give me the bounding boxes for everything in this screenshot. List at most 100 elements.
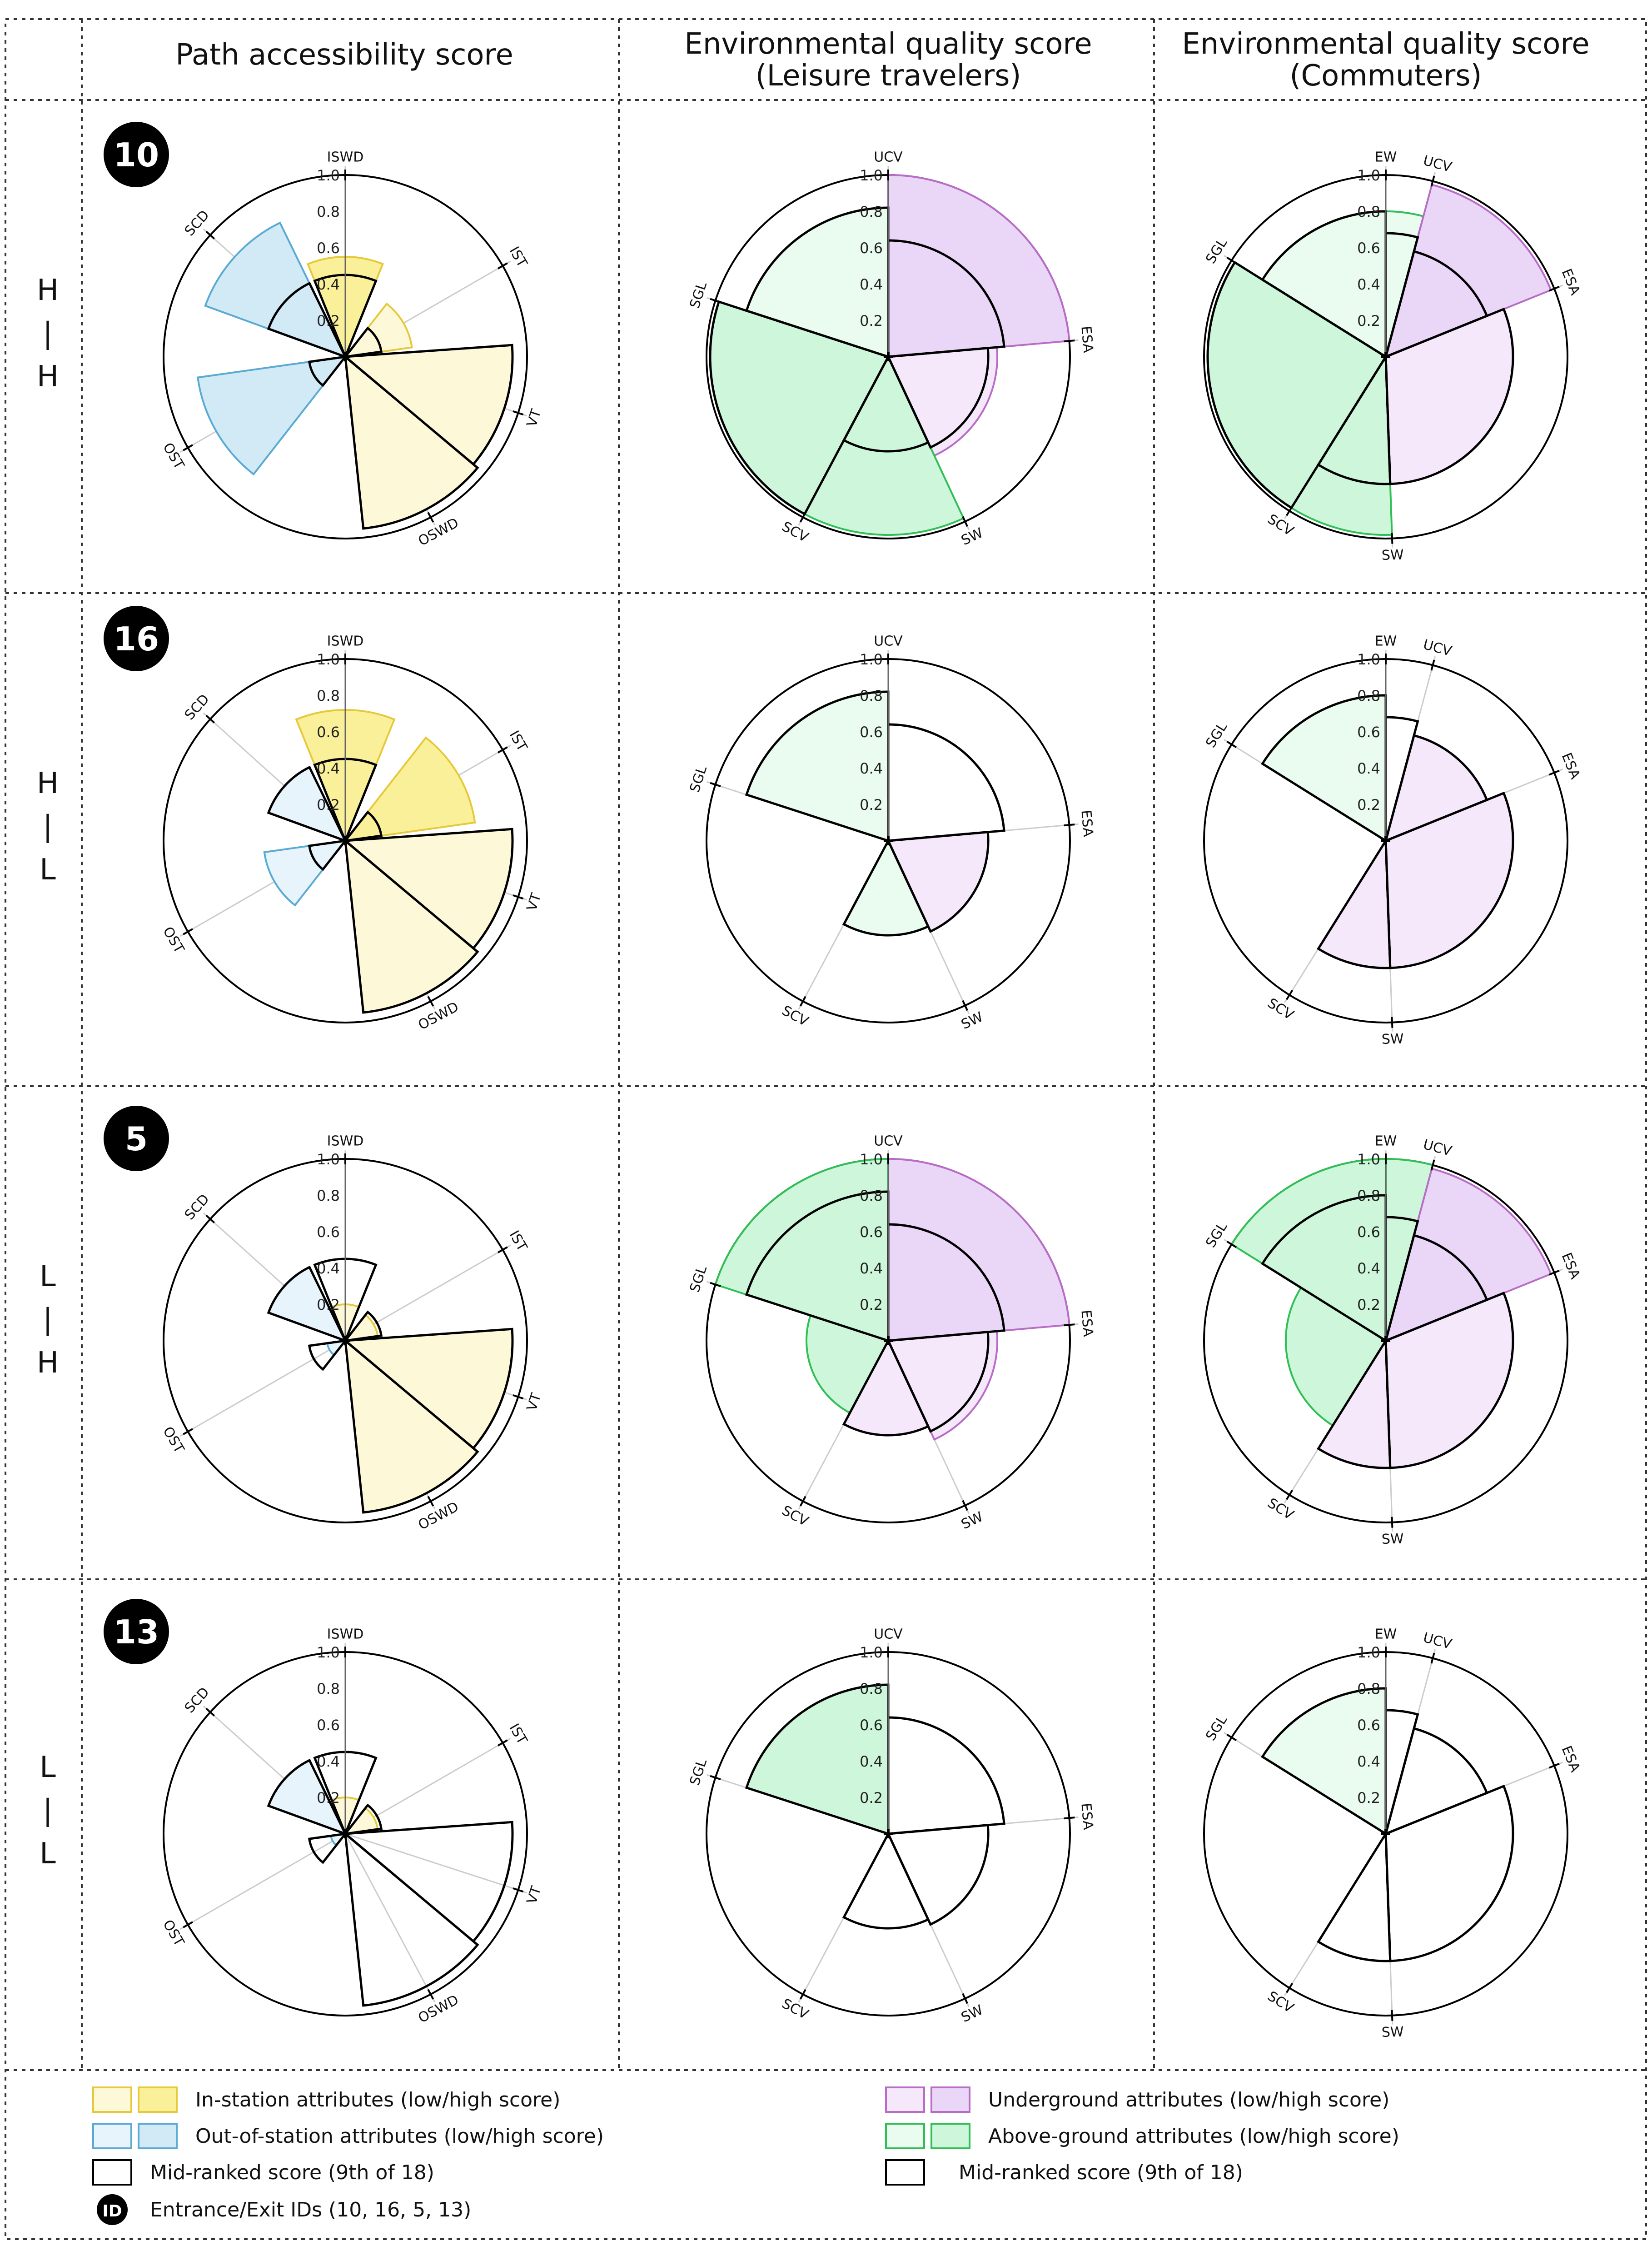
axis-tick-mark — [183, 1921, 193, 1928]
radial-tick-label: 0.4 — [1357, 760, 1380, 777]
mid-rank-wedge-scd — [267, 1758, 348, 1836]
score-wedge-ost — [263, 839, 348, 907]
axis-label-ost: OST — [159, 924, 187, 956]
mid-rank-wedge-sgl — [745, 1190, 890, 1343]
mid-rank-wedge-sw — [842, 1338, 930, 1437]
row-label-4: L | L — [40, 1751, 56, 1871]
axis-tick-mark — [1064, 339, 1075, 343]
mid-rank-wedge-esa — [886, 1331, 990, 1433]
axis-label-sw: SW — [1381, 1531, 1404, 1547]
entrance-id-badge — [104, 1106, 169, 1171]
radial-tick-label: 0.6 — [1357, 240, 1380, 257]
axis-tick-mark — [1286, 989, 1294, 1000]
radial-tick-label: 0.4 — [860, 760, 883, 777]
score-wedge-ist — [343, 302, 413, 358]
axis-label-ucv: UCV — [874, 1133, 903, 1149]
mid-rank-wedge-ucv — [1384, 734, 1488, 843]
center-marker — [341, 1829, 350, 1838]
mid-rank-wedge-ucv — [887, 239, 1005, 358]
axis-label-scd: SCD — [182, 1684, 213, 1716]
mid-rank-wedge-sgl — [1261, 210, 1387, 359]
polar-chart-13-commuters: 0.2 0.4 0.6 0.8 1.0 EW UCV ESA SW SCV SGL — [1203, 1627, 1583, 2041]
axis-label-sw: SW — [959, 1509, 985, 1532]
radial-tick-label: 1.0 — [1357, 167, 1380, 184]
radial-tick-label: 0.2 — [1357, 1789, 1380, 1807]
axis-tick-mark — [799, 1496, 806, 1507]
mid-rank-wedge-sgl — [1261, 1194, 1387, 1343]
row-label-sep: | — [43, 1303, 53, 1337]
header-env-commuters-line2: (Commuters) — [1289, 59, 1482, 93]
legend-above-ground: Above-ground attributes (low/high score) — [988, 2125, 1399, 2148]
entrance-id-label: 13 — [114, 1613, 159, 1651]
axis-label-ist: IST — [506, 1721, 530, 1747]
mid-rank-wedge-ist — [343, 1803, 383, 1836]
row-label-top: H — [37, 274, 59, 307]
mid-rank-wedge-sw — [1317, 1830, 1392, 1962]
polar-chart-13-path: 0.2 0.4 0.6 0.8 1.0 ISWD IST VT OSWD OST SCD 13 — [104, 1599, 545, 2026]
radial-tick-label: 1.0 — [1357, 1151, 1380, 1168]
axis-tick-mark — [799, 512, 806, 523]
radial-axis-line — [344, 1833, 436, 2003]
mid-rank-wedge-ist — [343, 810, 383, 843]
axis-label-ew: EW — [1375, 150, 1397, 165]
polar-chart-10-commuters: 0.2 0.4 0.6 0.8 1.0 EW UCV ESA SW SCV SGL — [1203, 150, 1583, 564]
radial-tick-label: 0.8 — [860, 687, 883, 704]
axis-tick-mark — [962, 1000, 968, 1011]
axis-label-oswd: OSWD — [416, 999, 462, 1033]
mid-rank-wedge-ucv — [1384, 1234, 1488, 1343]
axis-tick-mark — [710, 298, 721, 304]
axis-label-ucv: UCV — [1421, 637, 1453, 659]
axis-label-ost: OST — [159, 440, 187, 472]
radial-tick-label: 0.4 — [317, 760, 340, 777]
center-marker — [884, 1829, 893, 1838]
axis-label-sgl: SGL — [687, 280, 711, 310]
axis-tick-mark — [1226, 1241, 1237, 1248]
radial-tick-label: 1.0 — [860, 651, 883, 668]
axis-label-iswd: ISWD — [327, 150, 364, 165]
row-label-sep: | — [43, 317, 53, 350]
axis-label-esa: ESA — [1078, 1309, 1096, 1338]
mid-rank-wedge-esa — [1384, 1784, 1514, 1962]
axis-label-ucv: UCV — [874, 634, 903, 649]
radial-tick-label: 0.8 — [1357, 1187, 1380, 1204]
axis-tick-mark — [1430, 175, 1435, 187]
center-marker — [1381, 836, 1390, 845]
axis-label-oswd: OSWD — [416, 515, 462, 549]
mid-rank-wedge-ost — [308, 1832, 348, 1864]
axis-label-vt: VT — [524, 891, 545, 913]
axis-tick-mark — [513, 1394, 524, 1400]
radial-tick-label: 0.8 — [1357, 1680, 1380, 1697]
radial-tick-label: 0.8 — [317, 203, 340, 220]
polar-chart-5-path: 0.2 0.4 0.6 0.8 1.0 ISWD IST VT OSWD OST SCD 5 — [104, 1106, 545, 1533]
axis-label-scv: SCV — [779, 1996, 811, 2023]
axis-label-ew: EW — [1375, 1133, 1397, 1149]
axis-tick-mark — [513, 410, 524, 416]
axis-label-oswd: OSWD — [416, 1992, 462, 2026]
axis-label-sgl: SGL — [1203, 235, 1230, 267]
mid-rank-wedge-scd — [267, 281, 348, 359]
radial-tick-label: 0.4 — [860, 1260, 883, 1277]
radial-tick-label: 0.8 — [317, 1187, 340, 1204]
legend-underground: Underground attributes (low/high score) — [988, 2088, 1389, 2111]
center-marker — [1381, 352, 1390, 361]
axis-tick-mark — [1286, 505, 1294, 516]
polar-chart-16-leisure: 0.2 0.4 0.6 0.8 1.0 UCV ESA SW SCV SGL — [687, 634, 1096, 1033]
mid-rank-wedge-esa — [886, 831, 990, 933]
row-label-top: L — [40, 1260, 56, 1293]
mid-rank-wedge-scv — [1206, 260, 1388, 509]
axis-tick-mark — [1430, 1159, 1435, 1171]
axis-tick-mark — [498, 1739, 508, 1747]
axis-tick-mark — [513, 1887, 524, 1893]
center-marker — [341, 1336, 350, 1345]
score-wedge-ist — [343, 736, 476, 842]
axis-label-esa: ESA — [1558, 1251, 1583, 1282]
row-label-2: H | L — [37, 767, 59, 887]
axis-tick-mark — [710, 782, 721, 788]
radial-tick-label: 0.4 — [317, 1260, 340, 1277]
axis-tick-mark — [1391, 1517, 1393, 1528]
radial-tick-label: 0.8 — [317, 1680, 340, 1697]
mid-rank-wedge-ucv — [887, 1716, 1005, 1835]
axis-tick-mark — [1548, 1762, 1560, 1769]
axis-label-scv: SCV — [779, 1003, 811, 1030]
radial-tick-label: 1.0 — [317, 651, 340, 668]
